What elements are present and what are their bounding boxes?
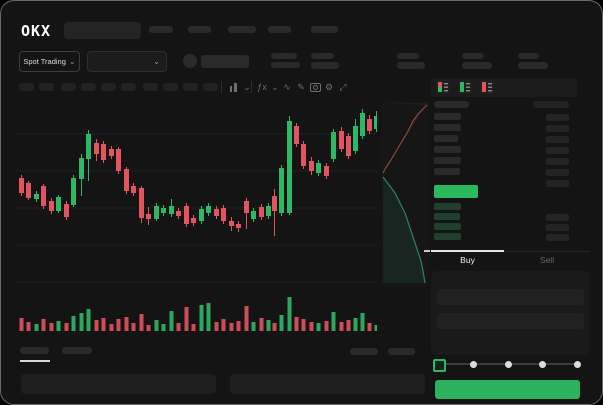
stat-value-skeleton-4 bbox=[518, 62, 548, 69]
chevron-down-icon: ⌄ bbox=[153, 56, 160, 66]
timeframe-button-skeleton-6[interactable] bbox=[121, 83, 136, 91]
line-tool-icon[interactable]: ∿ bbox=[283, 81, 291, 92]
chart-type-chevron-icon[interactable]: ⌄ bbox=[243, 81, 251, 92]
toolbar-divider bbox=[251, 81, 252, 93]
bid-row-amount-skeleton-4[interactable] bbox=[546, 234, 569, 241]
price-field[interactable] bbox=[437, 289, 584, 305]
timeframe-button-skeleton-1[interactable] bbox=[19, 83, 34, 91]
ask-row-price-skeleton-6[interactable] bbox=[434, 168, 460, 175]
depth-chart bbox=[381, 101, 430, 287]
camera-icon bbox=[309, 82, 321, 92]
slider-stop-2[interactable] bbox=[504, 360, 512, 368]
timeframe-button-skeleton-7[interactable] bbox=[143, 83, 158, 91]
buy-submit-button[interactable] bbox=[435, 380, 580, 399]
nav-item-skeleton-4[interactable] bbox=[268, 26, 291, 33]
stat-label-skeleton-4 bbox=[518, 53, 539, 59]
timeframe-button-skeleton-2[interactable] bbox=[39, 83, 54, 91]
chevron-down-icon: ⌄ bbox=[68, 56, 76, 66]
toolbar-divider bbox=[221, 81, 222, 93]
nav-item-skeleton-5[interactable] bbox=[311, 26, 338, 33]
ask-row-amount-skeleton-5[interactable] bbox=[546, 158, 569, 165]
fullscreen-icon[interactable]: ⤢ bbox=[339, 81, 347, 92]
bottom-panel-skeleton-1 bbox=[21, 374, 216, 394]
orderbook-mode-book-asks-icon[interactable] bbox=[480, 80, 494, 94]
bottom-action-skeleton-2[interactable] bbox=[388, 348, 415, 355]
timeframe-button-skeleton-10[interactable] bbox=[203, 83, 218, 91]
bid-row-amount-skeleton-3[interactable] bbox=[546, 224, 569, 231]
coin-icon bbox=[183, 54, 197, 68]
timeframe-button-skeleton-3[interactable] bbox=[61, 83, 76, 91]
slider-stop-3[interactable] bbox=[539, 360, 546, 368]
bid-row-amount-skeleton-2[interactable] bbox=[546, 214, 569, 221]
orderbook-mode-book-both-icon[interactable] bbox=[436, 80, 450, 94]
timeframe-button-skeleton-8[interactable] bbox=[163, 83, 178, 91]
chart-settings-icon[interactable]: ⚙ bbox=[324, 81, 334, 92]
market-type-dropdown[interactable]: Spot Trading ⌄ bbox=[19, 51, 80, 72]
okx-logo: OKX bbox=[21, 22, 52, 40]
tabs-divider bbox=[431, 251, 590, 252]
orderbook-header-price-skeleton bbox=[434, 101, 469, 108]
ask-row-price-skeleton-3[interactable] bbox=[434, 135, 458, 142]
ask-row-amount-skeleton-6[interactable] bbox=[546, 169, 569, 176]
bid-row-price-skeleton-3[interactable] bbox=[434, 223, 461, 230]
ask-row-price-skeleton-4[interactable] bbox=[434, 146, 461, 153]
nav-item-skeleton-1[interactable] bbox=[149, 26, 173, 33]
bottom-panel-skeleton-2 bbox=[230, 374, 425, 394]
ask-row-amount-skeleton-3[interactable] bbox=[546, 136, 569, 143]
stat-value-skeleton-3 bbox=[462, 62, 492, 69]
ask-row-price-skeleton-5[interactable] bbox=[434, 157, 461, 164]
stat-value-skeleton-1 bbox=[311, 62, 339, 69]
bid-row-price-skeleton-1[interactable] bbox=[434, 203, 461, 210]
ask-row-price-skeleton-1[interactable] bbox=[434, 113, 461, 120]
bottom-tab-skeleton-2[interactable] bbox=[62, 347, 92, 354]
timeframe-button-skeleton-5[interactable] bbox=[101, 83, 116, 91]
bottom-action-skeleton-1[interactable] bbox=[350, 348, 378, 355]
bottom-tab-active-indicator bbox=[20, 360, 50, 362]
orderbook-toolbar bbox=[431, 78, 577, 97]
orderbook-header-amount-skeleton bbox=[533, 101, 569, 108]
candlestick-icon bbox=[229, 82, 237, 92]
indicators-icon[interactable]: ƒx bbox=[257, 82, 267, 92]
stat-label-skeleton-1 bbox=[311, 53, 334, 59]
chart-type-icon[interactable] bbox=[227, 80, 239, 94]
screenshot-icon[interactable] bbox=[309, 80, 321, 94]
pair-select[interactable]: ⌄ bbox=[87, 51, 167, 72]
timeframe-button-skeleton-9[interactable] bbox=[183, 83, 198, 91]
slider-handle[interactable] bbox=[432, 358, 446, 372]
last-price-bar[interactable] bbox=[434, 185, 478, 198]
bid-row-price-skeleton-2[interactable] bbox=[434, 213, 460, 220]
ask-row-amount-skeleton-1[interactable] bbox=[546, 114, 569, 121]
ask-row-amount-skeleton-2[interactable] bbox=[546, 125, 569, 132]
slider-stop-4[interactable] bbox=[573, 360, 581, 368]
nav-item-skeleton-2[interactable] bbox=[188, 26, 211, 33]
pair-name-skeleton[interactable] bbox=[201, 55, 249, 68]
bid-row-price-skeleton-4[interactable] bbox=[434, 233, 461, 240]
slider-stop-1[interactable] bbox=[470, 360, 477, 368]
price-skeleton-2 bbox=[271, 62, 300, 68]
market-type-label: Spot Trading bbox=[23, 57, 66, 66]
timeframe-button-skeleton-4[interactable] bbox=[81, 83, 96, 91]
amount-field[interactable] bbox=[437, 313, 584, 329]
orderbook-mode-book-bids-icon[interactable] bbox=[458, 80, 472, 94]
ask-row-amount-skeleton-4[interactable] bbox=[546, 147, 569, 154]
stat-value-skeleton-2 bbox=[397, 62, 425, 69]
draw-tool-icon[interactable]: ✎ bbox=[297, 81, 305, 92]
price-skeleton-1 bbox=[271, 53, 297, 59]
stat-label-skeleton-3 bbox=[462, 53, 484, 59]
nav-item-skeleton-3[interactable] bbox=[228, 26, 256, 33]
volume-chart bbox=[19, 297, 377, 331]
ask-row-price-skeleton-2[interactable] bbox=[434, 124, 461, 131]
tab-sell[interactable]: Sell bbox=[539, 255, 555, 265]
indicators-chevron-icon[interactable]: ⌄ bbox=[271, 81, 279, 92]
candlestick-chart bbox=[15, 109, 377, 283]
buy-tab-indicator bbox=[431, 250, 504, 252]
search-input[interactable] bbox=[64, 22, 141, 39]
bottom-tab-skeleton-1[interactable] bbox=[20, 347, 49, 354]
tab-buy[interactable]: Buy bbox=[460, 255, 475, 265]
stat-label-skeleton-2 bbox=[397, 53, 419, 59]
ask-row-amount-skeleton-7[interactable] bbox=[546, 180, 569, 187]
